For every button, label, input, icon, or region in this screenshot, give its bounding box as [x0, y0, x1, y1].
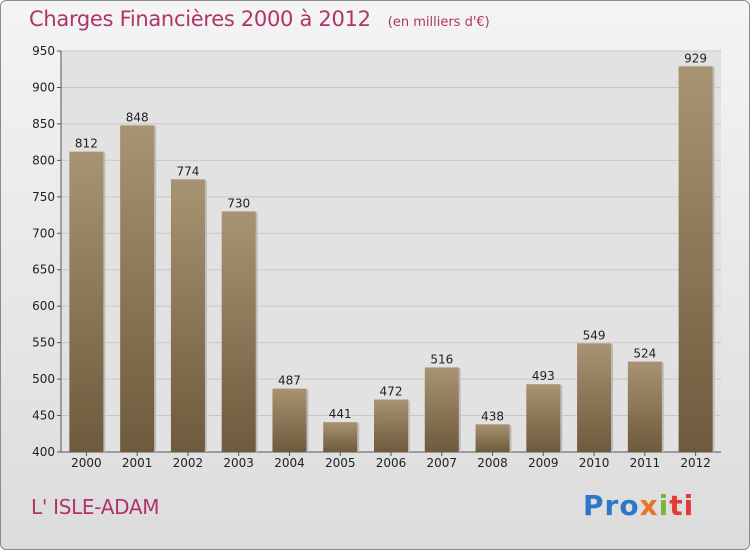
- bar-2011: [627, 361, 662, 452]
- bar-2000: [69, 151, 104, 452]
- bar-2006: [374, 399, 408, 452]
- logo-part-4: ti: [669, 489, 695, 522]
- bar-2002: [170, 179, 205, 452]
- y-tick-label: 700: [32, 226, 55, 240]
- y-tick-label: 650: [32, 263, 55, 277]
- y-tick-label: 550: [32, 336, 55, 350]
- bar-2012: [678, 66, 713, 452]
- y-tick-label: 850: [32, 117, 55, 131]
- logo-part-3: i: [658, 489, 670, 522]
- y-tick-label: 900: [32, 80, 55, 94]
- value-label-2003: 730: [227, 196, 250, 210]
- x-tick-label-2008: 2008: [477, 456, 508, 470]
- value-label-2005: 441: [329, 407, 352, 421]
- y-tick-label: 600: [32, 299, 55, 313]
- value-label-2008: 438: [481, 409, 504, 423]
- y-tick-label: 450: [32, 409, 55, 423]
- proxiti-logo: Proxiti: [583, 489, 694, 522]
- city-name: L' ISLE-ADAM: [31, 495, 160, 519]
- chart-header: Charges Financières 2000 à 2012 (en mill…: [29, 7, 490, 31]
- value-label-2006: 472: [380, 385, 403, 399]
- bar-2003: [221, 211, 256, 452]
- bar-2010: [577, 343, 612, 452]
- value-label-2004: 487: [278, 374, 301, 388]
- x-tick-label-2003: 2003: [223, 456, 254, 470]
- x-tick-label-2012: 2012: [680, 456, 711, 470]
- value-label-2012: 929: [684, 51, 707, 65]
- bar-2001: [120, 125, 155, 452]
- chart-title: Charges Financières 2000 à 2012: [29, 7, 371, 31]
- value-label-2009: 493: [532, 369, 555, 383]
- y-tick-label: 750: [32, 190, 55, 204]
- bar-2007: [424, 367, 459, 452]
- y-tick-label: 800: [32, 153, 55, 167]
- x-tick-label-2002: 2002: [173, 456, 204, 470]
- bar-2009: [526, 384, 561, 452]
- value-label-2002: 774: [176, 164, 199, 178]
- y-tick-label: 950: [32, 44, 55, 58]
- x-tick-label-2011: 2011: [630, 456, 661, 470]
- bar-2004: [272, 388, 307, 452]
- chart-unit: (en milliers d'€): [387, 15, 490, 30]
- x-tick-label-2004: 2004: [274, 456, 305, 470]
- value-label-2000: 812: [75, 137, 98, 151]
- x-tick-label-2006: 2006: [376, 456, 407, 470]
- x-tick-label-2009: 2009: [528, 456, 559, 470]
- logo-part-2: x: [639, 489, 659, 522]
- logo-part-1: Pro: [583, 489, 640, 522]
- x-tick-label-2005: 2005: [325, 456, 356, 470]
- bar-2008: [475, 424, 510, 452]
- value-label-2010: 549: [583, 328, 606, 342]
- x-tick-label-2010: 2010: [579, 456, 610, 470]
- bar-2005: [323, 422, 358, 452]
- x-tick-label-2001: 2001: [122, 456, 153, 470]
- y-tick-label: 500: [32, 372, 55, 386]
- y-tick-label: 400: [32, 445, 55, 459]
- x-tick-label-2007: 2007: [426, 456, 457, 470]
- value-label-2001: 848: [126, 110, 149, 124]
- value-label-2007: 516: [430, 352, 453, 366]
- value-label-2011: 524: [633, 347, 656, 361]
- x-tick-label-2000: 2000: [71, 456, 102, 470]
